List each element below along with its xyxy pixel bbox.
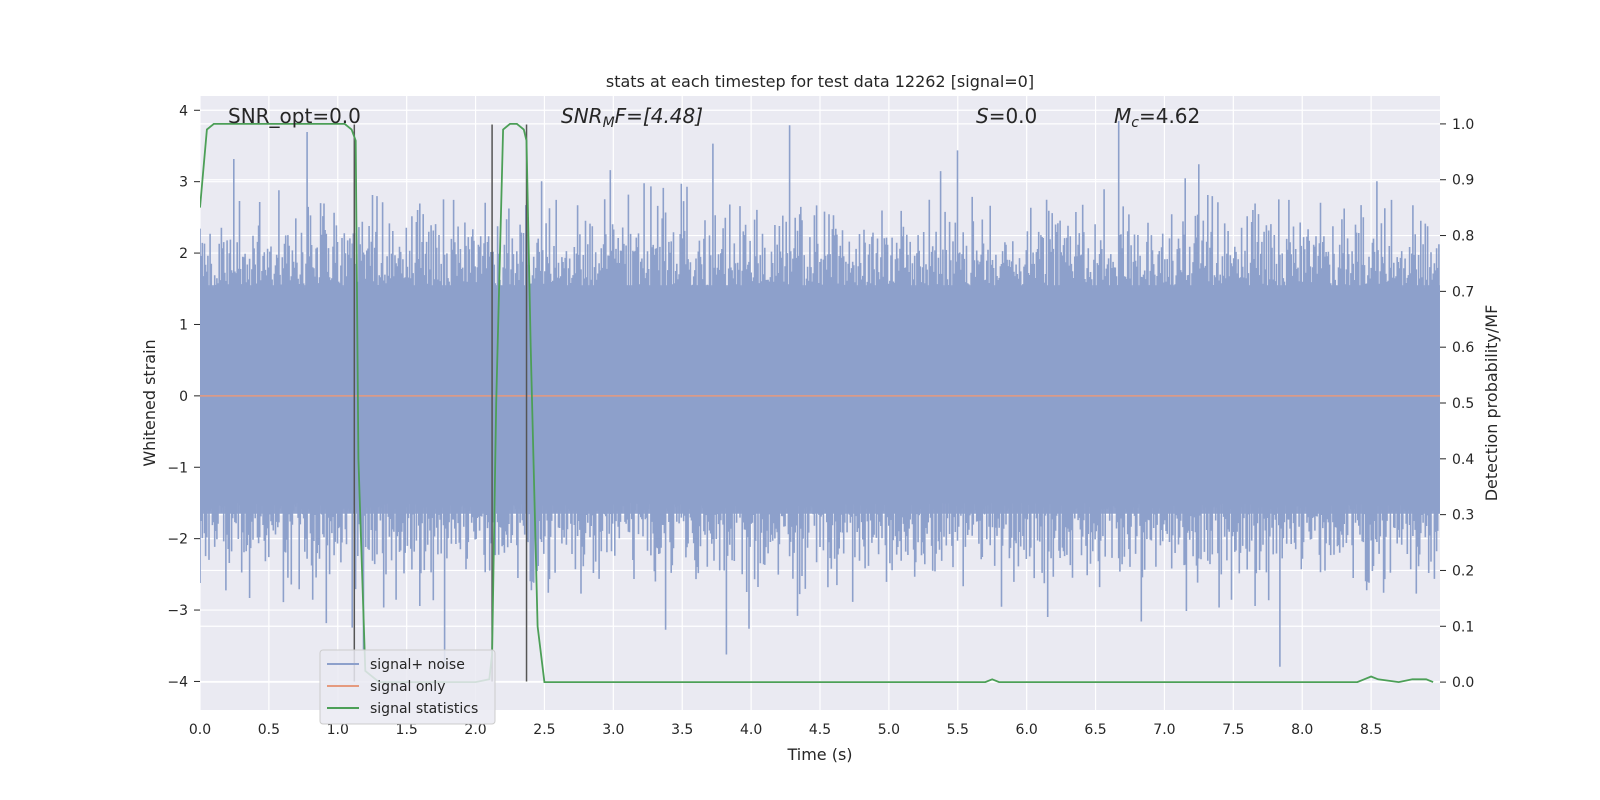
x-tick-label: 7.5 [1222, 722, 1244, 738]
annotation-mc-base: M [1114, 104, 1131, 128]
y-axis-label: Whitened strain [140, 339, 159, 466]
y-tick-label: 0 [179, 389, 188, 405]
x-tick-label: 2.5 [533, 722, 555, 738]
legend: signal+ noise signal only signal statist… [319, 649, 496, 725]
x-tick-label: 0.0 [189, 722, 211, 738]
series-signal-noise [200, 121, 1440, 667]
annotation-snr-mf-base: SNR [561, 104, 603, 128]
x-tick-label: 3.5 [671, 722, 693, 738]
x-axis-label: Time (s) [786, 745, 852, 764]
x-tick-label: 3.0 [602, 722, 624, 738]
y2-axis-ticks: 1.0 0.9 0.8 0.7 0.6 0.5 0.4 0.3 0.2 0.1 0.0 [1440, 117, 1474, 691]
x-tick-label: 7.0 [1153, 722, 1175, 738]
vertical-markers [353, 124, 528, 682]
y-tick-label: 2 [179, 246, 188, 262]
annotation-s-rest: =0.0 [989, 104, 1038, 128]
x-tick-label: 5.0 [878, 722, 900, 738]
y-tick-label: 1 [179, 317, 188, 333]
y-tick-label: −3 [167, 603, 188, 619]
y-tick-label: −4 [167, 674, 188, 690]
annotation-mc: Mc=4.62 [1114, 104, 1200, 131]
x-tick-label: 0.5 [258, 722, 280, 738]
x-tick-label: 1.0 [327, 722, 349, 738]
y-tick-label: 3 [179, 175, 188, 191]
x-tick-label: 1.5 [396, 722, 418, 738]
x-axis-ticks: 0.0 0.5 1.0 1.5 2.0 2.5 3.0 3.5 4.0 4.5 5.0 5.5 6.0 6… [189, 722, 1382, 738]
y2-tick-label: 0.8 [1452, 229, 1474, 245]
noise-trace [200, 121, 1440, 667]
y2-tick-label: 1.0 [1452, 117, 1474, 133]
x-tick-label: 2.0 [464, 722, 486, 738]
annotation-s-base: S [976, 104, 989, 128]
annotation-snr-mf: SNRMF=[4.48] [561, 104, 703, 131]
legend-label-noise: signal+ noise [370, 657, 465, 673]
y2-tick-label: 0.1 [1452, 619, 1474, 635]
y2-tick-label: 0.0 [1452, 675, 1474, 691]
y2-tick-label: 0.2 [1452, 563, 1474, 579]
annotation-snr-mf-sub: M [603, 115, 615, 131]
y-tick-label: −2 [167, 532, 188, 548]
y2-axis-label: Detection probability/MF [1482, 305, 1501, 502]
y2-tick-label: 0.9 [1452, 173, 1474, 189]
legend-box [319, 649, 496, 725]
chart-title: stats at each timestep for test data 122… [606, 72, 1034, 91]
y-tick-label: 4 [179, 103, 188, 119]
annotation-mc-sub: c [1131, 115, 1139, 131]
x-tick-label: 8.0 [1291, 722, 1313, 738]
y-axis-ticks: 4 3 2 1 0 −1 −2 −3 −4 [167, 103, 200, 690]
legend-label-statistics: signal statistics [370, 701, 478, 717]
x-tick-label: 4.5 [809, 722, 831, 738]
y-tick-label: −1 [167, 460, 188, 476]
y2-tick-label: 0.6 [1452, 340, 1474, 356]
annotation-snr-mf-rest: F=[4.48] [615, 104, 703, 128]
x-tick-label: 8.5 [1360, 722, 1382, 738]
y2-tick-label: 0.3 [1452, 508, 1474, 524]
x-tick-label: 5.5 [947, 722, 969, 738]
x-tick-label: 6.5 [1084, 722, 1106, 738]
annotation-snr-opt: SNR_opt=0.0 [228, 104, 361, 128]
y2-tick-label: 0.4 [1452, 452, 1474, 468]
x-tick-label: 6.0 [1016, 722, 1038, 738]
annotation-mc-rest: =4.62 [1139, 104, 1200, 128]
x-tick-label: 4.0 [740, 722, 762, 738]
y2-tick-label: 0.7 [1452, 284, 1474, 300]
y2-tick-label: 0.5 [1452, 396, 1474, 412]
annotation-s: S=0.0 [976, 104, 1037, 128]
legend-label-signal-only: signal only [370, 679, 445, 695]
series-signal-statistics [200, 123, 1434, 684]
